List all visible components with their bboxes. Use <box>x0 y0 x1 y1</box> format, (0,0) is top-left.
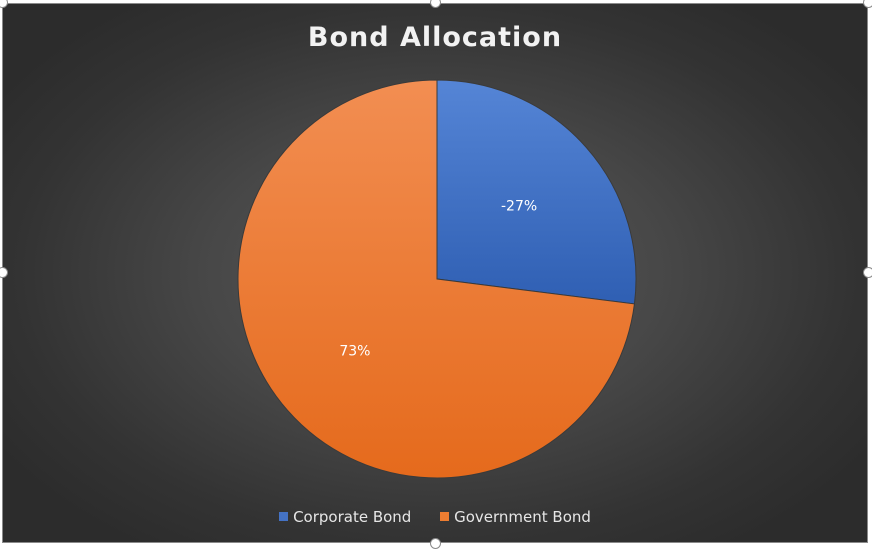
resize-handle-bottom-center[interactable] <box>430 538 441 549</box>
resize-handle-top-center[interactable] <box>430 0 441 8</box>
resize-handle-top-left[interactable] <box>0 0 8 8</box>
legend-label-government-bond: Government Bond <box>454 507 591 526</box>
pie-chart: -27% 73% <box>237 79 637 479</box>
pie-slice-government-bond[interactable] <box>237 79 635 479</box>
pie-slice-corporate-bond[interactable] <box>436 79 637 305</box>
legend-swatch-government-bond <box>440 511 450 521</box>
chart-area[interactable]: Bond Allocation -27% 73% Corporate Bond G… <box>2 3 868 543</box>
legend-label-corporate-bond: Corporate Bond <box>293 507 412 526</box>
legend-item-government-bond[interactable]: Government Bond <box>440 508 591 526</box>
resize-handle-top-right[interactable] <box>863 0 872 8</box>
chart-legend: Corporate Bond Government Bond <box>3 507 867 526</box>
legend-swatch-corporate-bond <box>279 511 289 521</box>
resize-handle-middle-right[interactable] <box>863 267 872 278</box>
resize-handle-middle-left[interactable] <box>0 267 8 278</box>
data-label-government-bond: 73% <box>339 343 370 359</box>
chart-title: Bond Allocation <box>307 22 563 53</box>
legend-item-corporate-bond[interactable]: Corporate Bond <box>279 508 411 526</box>
data-label-corporate-bond: -27% <box>501 199 537 215</box>
